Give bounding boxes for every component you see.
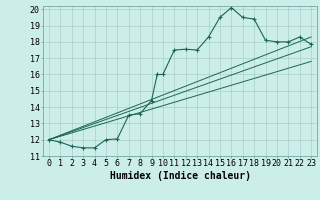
X-axis label: Humidex (Indice chaleur): Humidex (Indice chaleur) bbox=[109, 171, 251, 181]
